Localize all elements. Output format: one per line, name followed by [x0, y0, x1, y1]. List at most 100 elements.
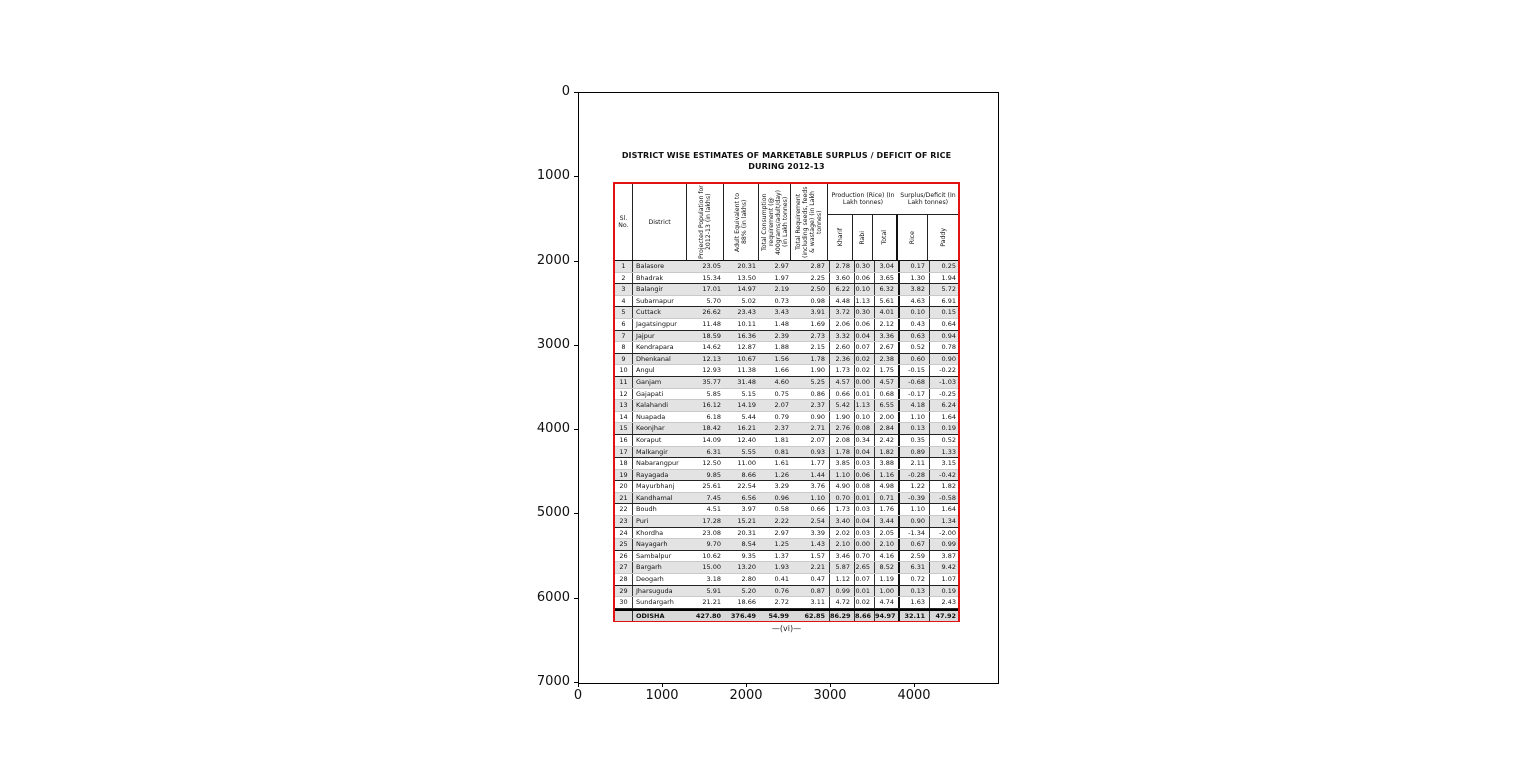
cell-value: 2.08 — [830, 434, 855, 446]
table-row: 24 Khordha 23.08 20.31 2.97 3.39 2.02 0.03 2.05-… — [615, 527, 958, 540]
cell-value: 0.00 — [855, 539, 875, 550]
cell-value: 5.02 — [741, 296, 756, 305]
cell-value: 2.43 — [941, 598, 956, 607]
y-tick-label: 2000 — [536, 252, 570, 268]
cell-value: 0.06 — [855, 469, 875, 481]
cell-value: 1.75 — [875, 365, 900, 376]
cell-value: 0.99 — [941, 540, 956, 549]
cell-value: 0.47 — [793, 574, 830, 585]
document-title-line2: DURING 2012-13 — [748, 161, 825, 171]
cell-value: 2.97 — [774, 262, 789, 270]
cell-sl-no: 5 — [615, 307, 633, 318]
cell-value: 13.50 — [737, 273, 756, 282]
cell-sl-no: 13 — [615, 400, 633, 411]
cell-value: 1.13 — [855, 400, 875, 411]
cell-value: 14.09 — [702, 435, 721, 444]
y-tick-mark — [574, 92, 578, 93]
cell-sl-no: 10 — [615, 365, 633, 376]
cell-value: 4.01 — [875, 307, 900, 318]
cell-value: 5.20 — [741, 586, 756, 595]
cell-value: 4.51 — [706, 505, 721, 514]
cell-value: 1.88 — [774, 343, 789, 352]
cell-value: 2.06 — [830, 318, 855, 330]
cell-value: 15.00 — [702, 563, 721, 572]
cell-value: 4.72 — [830, 597, 855, 608]
cell-value: 3.97 — [741, 505, 756, 514]
cell-value: 0.75 — [774, 389, 789, 398]
cell-value: 5.87 — [830, 562, 855, 574]
cell-value: 18.42 — [702, 424, 721, 433]
cell-value: 1.44 — [793, 469, 830, 481]
cell-value: 47.92 — [935, 611, 956, 620]
cell-value: 1.16 — [875, 469, 900, 481]
cell-value: 0.52 — [900, 342, 930, 353]
cell-value: 1.37 — [774, 551, 789, 560]
header-rabi: Rabi — [853, 214, 873, 260]
cell-value: 8.66 — [855, 610, 875, 621]
cell-value: 25.61 — [702, 482, 721, 491]
cell-value: -1.34 — [900, 527, 930, 539]
cell-value: 22.54 — [737, 482, 756, 491]
cell-value: 0.90 — [900, 516, 930, 527]
cell-value: 0.43 — [900, 318, 930, 330]
cell-value: 0.96 — [774, 493, 789, 502]
table-row: 3 Balangir 17.01 14.97 2.19 2.50 6.22 0.10 6.32 3… — [615, 284, 958, 296]
cell-value: 8.52 — [875, 562, 900, 574]
cell-value: 3.65 — [875, 272, 900, 284]
y-tick-label: 5000 — [536, 505, 570, 521]
cell-value: 0.08 — [855, 423, 875, 434]
cell-value: 1.93 — [774, 563, 789, 572]
table-row: 18 Nabarangpur 12.50 11.00 1.61 1.77 3.85 0.03 3… — [615, 458, 958, 470]
header-adult-equivalent: Adult Equivalent to 88% (in lakhs) — [724, 184, 759, 260]
cell-sl-no: 14 — [615, 411, 633, 423]
table-row: 22 Boudh 4.51 3.97 0.58 0.66 1.73 0.03 1.76 1.10 1… — [615, 504, 958, 517]
cell-value: -0.15 — [900, 365, 930, 376]
cell-value: 18.59 — [702, 331, 721, 340]
cell-value: 0.03 — [855, 504, 875, 516]
header-production-label: Production (Rice) (In Lakh tonnes) — [831, 192, 895, 206]
cell-value: 9.85 — [706, 470, 721, 479]
cell-value: 62.85 — [793, 610, 830, 621]
cell-value: 1.10 — [900, 411, 930, 423]
cell-district: Nayagarh — [636, 540, 668, 549]
cell-value: 0.89 — [900, 446, 930, 458]
cell-value: -0.42 — [939, 470, 956, 479]
cell-value: 0.01 — [855, 388, 875, 400]
table-row: 28 Deogarh 3.18 2.80 0.41 0.47 1.12 0.07 1.19 0.7… — [615, 574, 958, 586]
cell-district: Malkangir — [636, 447, 668, 456]
cell-value: 3.36 — [875, 330, 900, 342]
cell-value: 1.26 — [774, 470, 789, 479]
table-row: 19 Rayagada 9.85 8.66 1.26 1.44 1.10 0.06 1.16 -0… — [615, 469, 958, 482]
cell-value: 11.00 — [737, 459, 756, 468]
cell-value: 2.39 — [774, 331, 789, 340]
cell-value: 2.36 — [830, 353, 855, 365]
cell-district: ODISHA — [636, 611, 665, 620]
cell-value: 2.10 — [875, 539, 900, 550]
cell-sl-no: 16 — [615, 434, 633, 446]
cell-value: 10.62 — [702, 551, 721, 560]
cell-district: Bargarh — [636, 563, 662, 572]
y-tick-mark — [574, 682, 578, 683]
cell-value: 2.65 — [855, 562, 875, 574]
cell-value: 14.19 — [737, 401, 756, 410]
cell-value: 0.68 — [875, 388, 900, 400]
cell-value: 54.99 — [768, 611, 789, 620]
cell-district: Sundargarh — [636, 598, 674, 607]
cell-value: 0.60 — [900, 353, 930, 365]
y-tick-label: 3000 — [536, 336, 570, 352]
cell-value: 2.84 — [875, 423, 900, 434]
cell-district: Kandhamal — [636, 493, 673, 502]
cell-value: 2.76 — [830, 423, 855, 434]
cell-district: Bhadrak — [636, 273, 664, 282]
table-row: 8 Kendrapara 14.62 12.87 1.88 2.15 2.60 0.07 2.6… — [615, 342, 958, 354]
cell-value: 2.59 — [900, 550, 930, 562]
cell-value: 4.48 — [830, 295, 855, 307]
cell-value: 0.78 — [941, 343, 956, 352]
cell-value: 1.76 — [875, 504, 900, 516]
cell-value: 12.93 — [702, 366, 721, 375]
table-body: 1 Balasore 23.05 20.31 2.97 2.87 2.78 0.30 3.04 0… — [615, 261, 958, 621]
cell-sl-no: 18 — [615, 458, 633, 469]
cell-value: 0.99 — [830, 585, 855, 597]
cell-value: 1.97 — [774, 273, 789, 282]
cell-value: 1.73 — [830, 504, 855, 516]
